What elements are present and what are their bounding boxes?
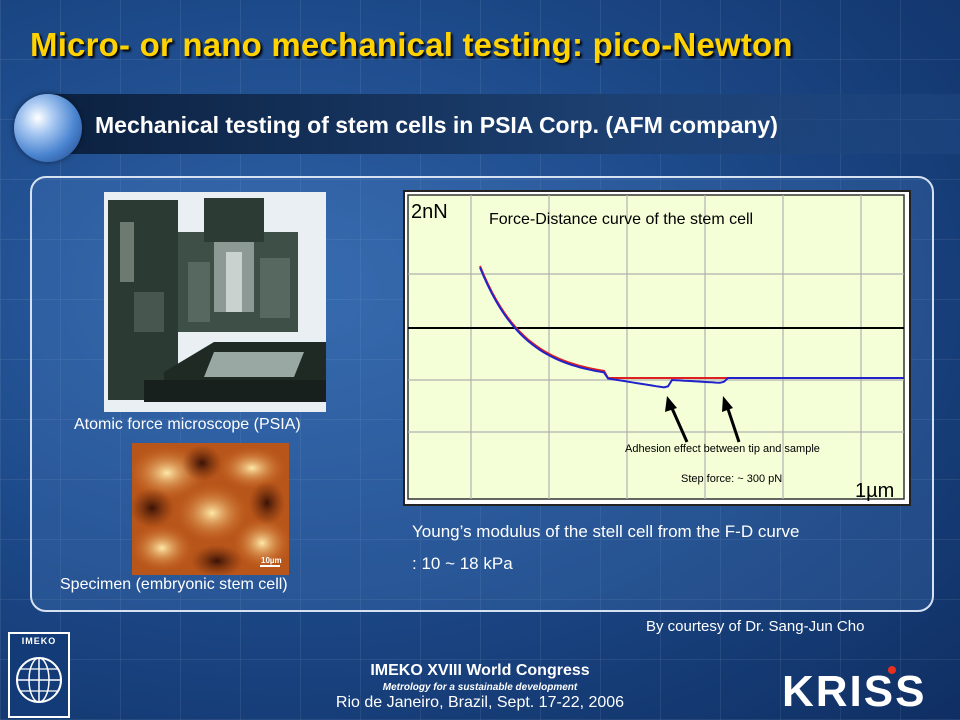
footer-venue: Rio de Janeiro, Brazil, Sept. 17-22, 200… (335, 694, 625, 711)
imeko-logo-text: IMEKO (21, 636, 57, 646)
chart-svg: 2nN Force-Distance curve of the stem cel… (407, 194, 905, 502)
footer-congress: IMEKO XVIII World Congress (370, 662, 590, 679)
specimen-caption: Specimen (embryonic stem cell) (60, 576, 288, 593)
afm-caption: Atomic force microscope (PSIA) (74, 416, 301, 433)
kriss-logo-text: KRISS (782, 667, 926, 712)
imeko-logo: IMEKO (8, 632, 70, 718)
slide-subtitle: Mechanical testing of stem cells in PSIA… (95, 112, 778, 138)
adhesion-arrow-right (722, 396, 741, 443)
kriss-logo: KRISS (780, 664, 952, 716)
chart-title: Force-Distance curve of the stem cell (489, 211, 753, 228)
x-scale-label: 1µm (855, 480, 894, 502)
credit-text: By courtesy of Dr. Sang-Jun Cho (646, 618, 865, 635)
adhesion-arrow-left (665, 396, 689, 443)
afm-instrument-image (104, 192, 326, 412)
retract-curve (479, 267, 904, 389)
y-scale-label: 2nN (411, 201, 448, 223)
plot-area (407, 194, 905, 500)
specimen-image: 10µm (132, 443, 289, 575)
afm-drawing (104, 192, 326, 412)
youngs-modulus-line2: : 10 ~ 18 kPa (412, 554, 513, 573)
step-force-annotation: Step force: ~ 300 pN (681, 473, 782, 485)
footer-theme: Metrology for a sustainable development (382, 682, 578, 693)
specimen-drawing: 10µm (132, 443, 289, 575)
chart-grid (408, 195, 904, 499)
scale-bar-label: 10µm (261, 556, 282, 565)
youngs-modulus-line1: Young’s modulus of the stell cell from t… (412, 522, 800, 541)
subtitle-bar (50, 94, 960, 154)
adhesion-annotation: Adhesion effect between tip and sample (625, 443, 820, 455)
slide-title: Micro- or nano mechanical testing: pico-… (30, 26, 793, 63)
globe-icon (16, 657, 62, 703)
bullet-sphere-icon (14, 94, 82, 162)
force-distance-chart: 2nN Force-Distance curve of the stem cel… (403, 190, 911, 506)
kriss-logo-graphic: KRISS (782, 666, 926, 716)
